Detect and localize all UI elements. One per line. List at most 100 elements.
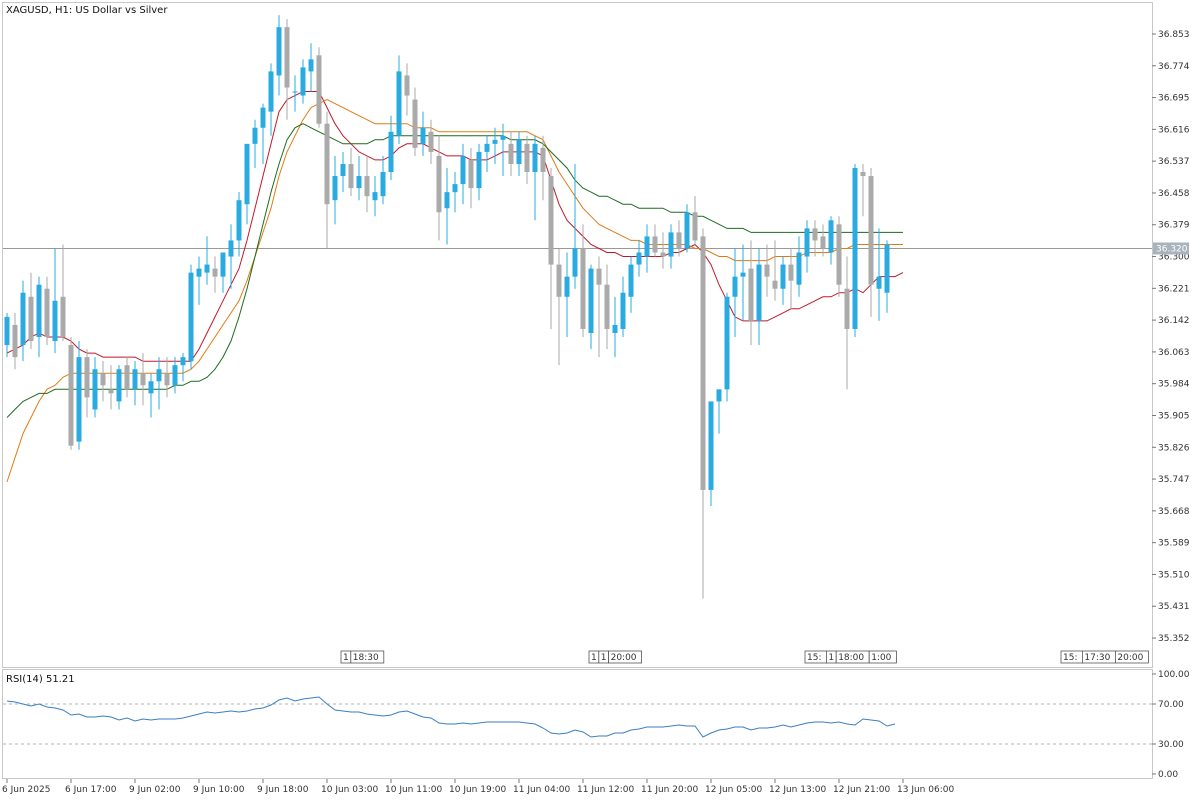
candle[interactable]: [868, 167, 874, 317]
candle[interactable]: [36, 276, 42, 358]
candle[interactable]: [92, 357, 98, 418]
candle[interactable]: [236, 192, 242, 257]
candle[interactable]: [716, 389, 722, 434]
candle[interactable]: [884, 240, 890, 313]
candle[interactable]: [852, 163, 858, 338]
candle[interactable]: [860, 163, 866, 217]
candle[interactable]: [580, 224, 586, 338]
candle[interactable]: [428, 119, 434, 164]
candle[interactable]: [372, 176, 378, 217]
candle[interactable]: [228, 224, 234, 289]
candle[interactable]: [28, 272, 34, 350]
candle[interactable]: [84, 349, 90, 418]
candle[interactable]: [796, 236, 802, 297]
candle[interactable]: [468, 147, 474, 209]
candle[interactable]: [804, 220, 810, 273]
candle[interactable]: [628, 256, 634, 313]
candle[interactable]: [436, 135, 442, 241]
candle[interactable]: [484, 135, 490, 173]
candle[interactable]: [60, 244, 66, 342]
candle[interactable]: [548, 167, 554, 329]
candle[interactable]: [44, 276, 50, 346]
candle[interactable]: [684, 204, 690, 253]
candle[interactable]: [524, 135, 530, 185]
candle[interactable]: [332, 155, 338, 225]
candle[interactable]: [172, 357, 178, 394]
candle[interactable]: [180, 353, 186, 382]
candle[interactable]: [532, 135, 538, 221]
candlesticks[interactable]: [4, 15, 890, 599]
candle[interactable]: [4, 312, 10, 358]
candle[interactable]: [324, 111, 330, 249]
candle[interactable]: [68, 337, 74, 450]
candle[interactable]: [820, 224, 826, 257]
candle[interactable]: [212, 256, 218, 293]
candle[interactable]: [308, 43, 314, 92]
candle[interactable]: [276, 15, 282, 96]
candle[interactable]: [300, 59, 306, 104]
candle[interactable]: [412, 87, 418, 156]
candle[interactable]: [292, 75, 298, 112]
candle[interactable]: [708, 401, 714, 507]
candle[interactable]: [116, 365, 122, 410]
candle[interactable]: [140, 353, 146, 406]
candle[interactable]: [100, 361, 106, 402]
candle[interactable]: [268, 63, 274, 136]
candle[interactable]: [284, 19, 290, 120]
candle[interactable]: [836, 216, 842, 297]
candle[interactable]: [12, 312, 18, 370]
candle[interactable]: [660, 232, 666, 269]
candle[interactable]: [788, 248, 794, 309]
candle[interactable]: [596, 256, 602, 358]
candle[interactable]: [148, 373, 154, 418]
candle[interactable]: [676, 220, 682, 257]
candle[interactable]: [604, 264, 610, 350]
candle[interactable]: [188, 264, 194, 370]
candle[interactable]: [156, 357, 162, 410]
candle[interactable]: [508, 131, 514, 177]
candle[interactable]: [380, 155, 386, 205]
candle[interactable]: [404, 63, 410, 116]
candle[interactable]: [740, 244, 746, 321]
candle[interactable]: [252, 119, 258, 168]
candle[interactable]: [620, 276, 626, 338]
candle[interactable]: [76, 341, 82, 450]
candle[interactable]: [772, 240, 778, 301]
candle[interactable]: [492, 127, 498, 164]
candle[interactable]: [52, 248, 58, 354]
candle[interactable]: [388, 115, 394, 181]
candle[interactable]: [540, 135, 546, 201]
candle[interactable]: [164, 357, 170, 398]
candle[interactable]: [348, 147, 354, 197]
candle[interactable]: [556, 248, 562, 366]
candle[interactable]: [444, 167, 450, 245]
candle[interactable]: [572, 163, 578, 289]
candle[interactable]: [316, 47, 322, 128]
candle[interactable]: [636, 240, 642, 277]
candle[interactable]: [828, 216, 834, 265]
candle[interactable]: [780, 256, 786, 305]
candle[interactable]: [220, 252, 226, 293]
candle[interactable]: [396, 55, 402, 144]
candle[interactable]: [516, 131, 522, 177]
candle[interactable]: [356, 155, 362, 201]
candle[interactable]: [460, 143, 466, 205]
candle[interactable]: [844, 256, 850, 390]
candle[interactable]: [876, 228, 882, 321]
candle[interactable]: [364, 155, 370, 213]
candle[interactable]: [260, 103, 266, 164]
candle[interactable]: [108, 365, 114, 410]
candle[interactable]: [652, 224, 658, 257]
candle[interactable]: [452, 172, 458, 213]
candle[interactable]: [196, 256, 202, 305]
candle[interactable]: [732, 248, 738, 338]
candle[interactable]: [244, 143, 250, 225]
candle[interactable]: [756, 248, 762, 346]
candle[interactable]: [812, 220, 818, 257]
candle[interactable]: [692, 196, 698, 245]
candle[interactable]: [476, 143, 482, 201]
candle[interactable]: [588, 264, 594, 350]
candle[interactable]: [724, 292, 730, 402]
candle[interactable]: [612, 296, 618, 358]
candle[interactable]: [420, 111, 426, 156]
